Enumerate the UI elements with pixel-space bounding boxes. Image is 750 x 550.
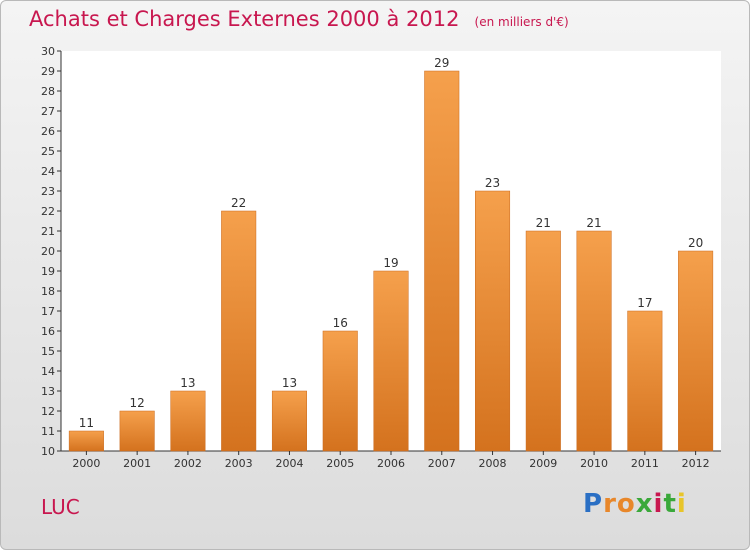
bar	[424, 70, 460, 452]
bar	[170, 390, 206, 452]
x-tick-label: 2008	[479, 457, 507, 470]
location-label: LUC	[41, 495, 80, 519]
bar	[119, 410, 155, 452]
y-tick-label: 18	[41, 285, 55, 298]
data-label: 20	[688, 236, 703, 250]
y-tick-label: 11	[41, 425, 55, 438]
data-label: 29	[434, 56, 449, 70]
bar	[322, 330, 358, 452]
x-tick-label: 2007	[428, 457, 456, 470]
y-tick-label: 28	[41, 85, 55, 98]
logo-letter: t	[663, 489, 677, 519]
x-tick-label: 2012	[682, 457, 710, 470]
y-tick-label: 13	[41, 385, 55, 398]
y-tick-label: 25	[41, 145, 55, 158]
chart-title: Achats et Charges Externes 2000 à 2012	[29, 7, 460, 31]
data-label: 13	[180, 376, 195, 390]
data-label: 23	[485, 176, 500, 190]
data-label: 12	[130, 396, 145, 410]
y-tick-label: 30	[41, 45, 55, 58]
bar	[678, 250, 714, 452]
logo-letter: i	[676, 489, 687, 519]
data-label: 11	[79, 416, 94, 430]
data-label: 13	[282, 376, 297, 390]
x-tick-label: 2003	[225, 457, 253, 470]
bar	[373, 270, 409, 452]
x-tick-label: 2001	[123, 457, 151, 470]
bar	[221, 210, 257, 452]
chart-subtitle: (en milliers d'€)	[474, 15, 569, 29]
bar	[525, 230, 561, 452]
data-label: 16	[333, 316, 348, 330]
x-tick-label: 2002	[174, 457, 202, 470]
y-tick-label: 24	[41, 165, 55, 178]
x-tick-label: 2005	[326, 457, 354, 470]
y-tick-label: 23	[41, 185, 55, 198]
logo-letter: P	[583, 489, 604, 519]
x-tick-label: 2000	[72, 457, 100, 470]
y-tick-label: 26	[41, 125, 55, 138]
data-label: 19	[383, 256, 398, 270]
logo-letter: i	[653, 489, 664, 519]
bar	[68, 430, 104, 452]
data-label: 21	[586, 216, 601, 230]
y-tick-label: 10	[41, 445, 55, 458]
data-label: 22	[231, 196, 246, 210]
x-tick-label: 2009	[529, 457, 557, 470]
bar	[627, 310, 663, 452]
y-tick-label: 19	[41, 265, 55, 278]
y-tick-label: 14	[41, 365, 55, 378]
x-tick-label: 2010	[580, 457, 608, 470]
x-tick-label: 2004	[275, 457, 303, 470]
y-tick-label: 21	[41, 225, 55, 238]
logo-letter: r	[603, 489, 617, 519]
x-tick-label: 2011	[631, 457, 659, 470]
y-tick-label: 20	[41, 245, 55, 258]
y-tick-label: 29	[41, 65, 55, 78]
y-tick-label: 12	[41, 405, 55, 418]
logo-letter: x	[635, 489, 654, 519]
y-tick-label: 16	[41, 325, 55, 338]
y-tick-label: 27	[41, 105, 55, 118]
y-tick-label: 17	[41, 305, 55, 318]
bar	[475, 190, 511, 452]
proxiti-logo: Proxiti	[583, 489, 687, 519]
data-label: 17	[637, 296, 652, 310]
logo-letter: o	[616, 489, 636, 519]
y-tick-label: 22	[41, 205, 55, 218]
x-tick-label: 2006	[377, 457, 405, 470]
y-tick-label: 15	[41, 345, 55, 358]
bar	[576, 230, 612, 452]
chart-title-block: Achats et Charges Externes 2000 à 2012 (…	[29, 7, 569, 31]
data-label: 21	[536, 216, 551, 230]
bar	[271, 390, 307, 452]
